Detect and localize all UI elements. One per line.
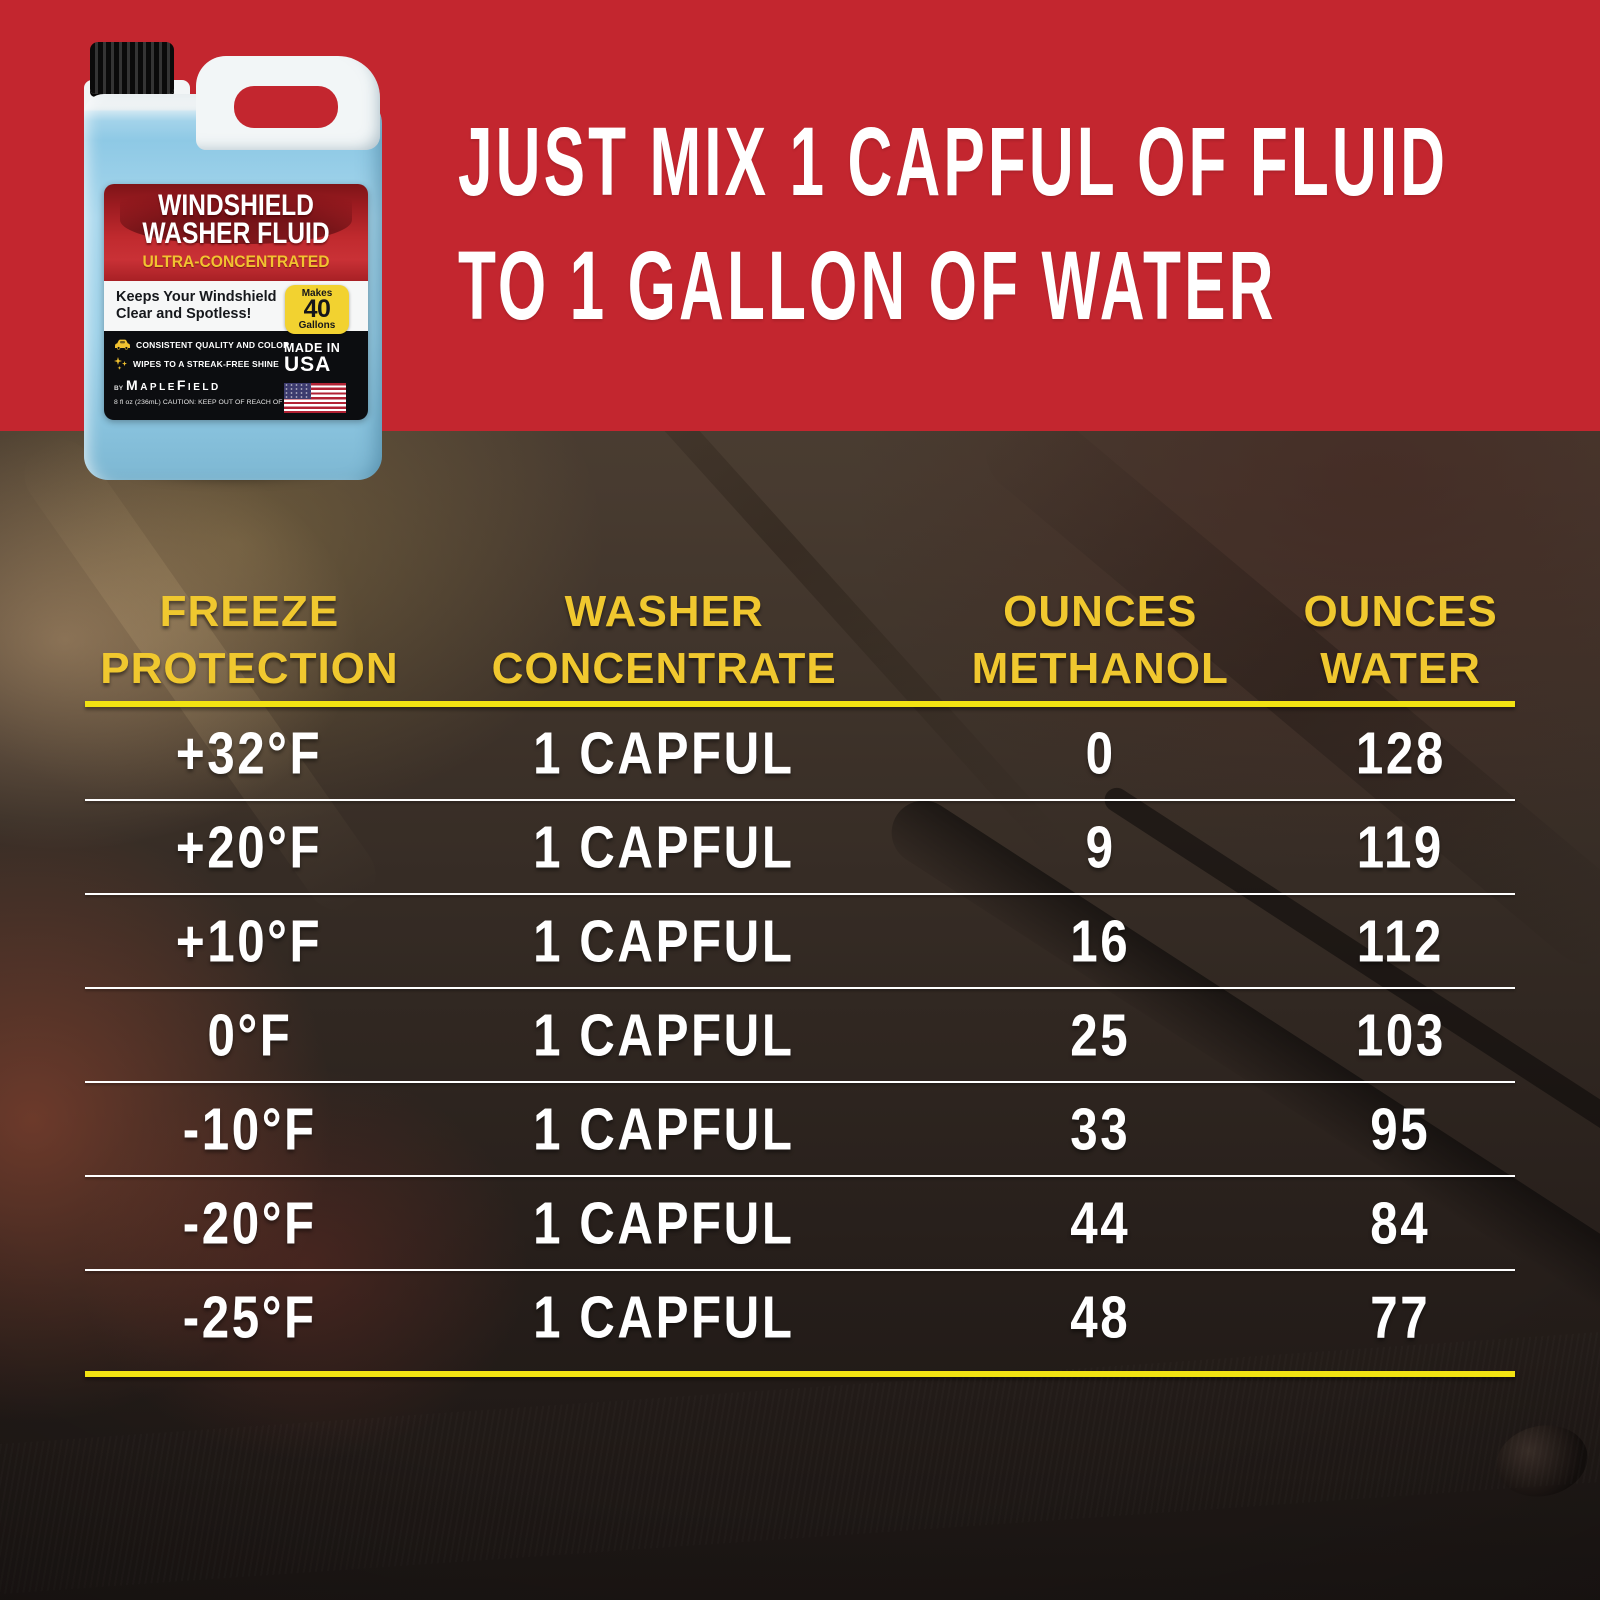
bottle-cap xyxy=(90,42,174,94)
col-header-ounces-methanol: OUNCES METHANOL xyxy=(914,583,1286,701)
header-line: OUNCES xyxy=(1003,587,1198,636)
mixing-ratio-table: FREEZE PROTECTION WASHER CONCENTRATE OUN… xyxy=(85,575,1515,1377)
col-header-washer-concentrate: WASHER CONCENTRATE xyxy=(414,583,915,701)
table-row: 0°F 1 CAPFUL 25 103 xyxy=(85,989,1515,1081)
badge-top-text: Makes xyxy=(301,288,333,299)
makes-40-gallons-badge: Makes 40 Gallons xyxy=(285,285,349,334)
brand-name: MapleField xyxy=(126,377,221,393)
table-bottom-rule-yellow xyxy=(85,1371,1515,1377)
water-oz-value: 103 xyxy=(1355,1001,1446,1069)
row-divider xyxy=(85,799,1515,801)
table-row: -20°F 1 CAPFUL 44 84 xyxy=(85,1177,1515,1269)
usa-flag-icon xyxy=(284,383,346,413)
car-icon xyxy=(115,339,130,350)
concentrate-value: 1 CAPFUL xyxy=(533,1095,795,1163)
table-row: +10°F 1 CAPFUL 16 112 xyxy=(85,895,1515,987)
row-divider xyxy=(85,1175,1515,1177)
concentrate-value: 1 CAPFUL xyxy=(533,1283,795,1351)
header-line: CONCENTRATE xyxy=(491,644,837,693)
label-red-section: WINDSHIELD WASHER FLUID ULTRA-CONCENTRAT… xyxy=(104,184,368,281)
feature-row-shine: WIPES TO A STREAK-FREE SHINE xyxy=(114,357,279,370)
water-oz-value: 95 xyxy=(1370,1095,1431,1163)
freeze-temp-value: -10°F xyxy=(182,1095,317,1163)
water-oz-value: 77 xyxy=(1370,1283,1431,1351)
label-black-section: CONSISTENT QUALITY AND COLOR WIPES TO A … xyxy=(104,331,368,420)
fine-print: 8 fl oz (236mL) CAUTION: KEEP OUT OF REA… xyxy=(114,399,321,406)
header-line: FREEZE xyxy=(159,587,340,636)
row-divider xyxy=(85,893,1515,895)
methanol-oz-value: 0 xyxy=(1085,719,1116,787)
methanol-oz-value: 33 xyxy=(1070,1095,1131,1163)
headline-line1: JUST MIX 1 CAPFUL OF FLUID xyxy=(458,107,1449,216)
sparkle-icon xyxy=(114,357,127,370)
col-header-ounces-water: OUNCES WATER xyxy=(1286,583,1515,701)
label-title-line2: WASHER FLUID xyxy=(142,217,330,250)
tagline-line1: Keeps Your Windshield xyxy=(116,289,277,305)
concentrate-value: 1 CAPFUL xyxy=(533,907,795,975)
bottle-handle-hole xyxy=(234,86,338,128)
feature-label-quality: CONSISTENT QUALITY AND COLOR xyxy=(136,339,290,350)
row-divider xyxy=(85,987,1515,989)
freeze-temp-value: +20°F xyxy=(176,813,323,881)
table-row: +20°F 1 CAPFUL 9 119 xyxy=(85,801,1515,893)
feature-row-quality: CONSISTENT QUALITY AND COLOR xyxy=(114,339,289,350)
label-title-line1: WINDSHIELD xyxy=(158,189,314,222)
methanol-oz-value: 48 xyxy=(1070,1283,1131,1351)
water-oz-value: 119 xyxy=(1356,813,1445,881)
table-row: -10°F 1 CAPFUL 33 95 xyxy=(85,1083,1515,1175)
header-line: WASHER xyxy=(564,587,764,636)
methanol-oz-value: 25 xyxy=(1070,1001,1131,1069)
freeze-temp-value: +10°F xyxy=(176,907,323,975)
brand-lockup: BY MapleField xyxy=(114,377,221,395)
badge-bottom-text: Gallons xyxy=(298,320,336,331)
row-divider xyxy=(85,1269,1515,1271)
header-line: METHANOL xyxy=(971,644,1229,693)
flag-canton xyxy=(284,383,311,399)
freeze-temp-value: +32°F xyxy=(176,719,323,787)
concentrate-value: 1 CAPFUL xyxy=(533,1189,795,1257)
freeze-temp-value: 0°F xyxy=(206,1001,292,1069)
methanol-oz-value: 16 xyxy=(1070,907,1131,975)
made-in-line2: USA xyxy=(284,353,332,376)
water-oz-value: 128 xyxy=(1355,719,1446,787)
label-tagline: Keeps Your Windshield Clear and Spotless… xyxy=(116,289,296,322)
concentrate-value: 1 CAPFUL xyxy=(533,719,795,787)
concentrate-value: 1 CAPFUL xyxy=(533,1001,795,1069)
freeze-temp-value: -20°F xyxy=(182,1189,317,1257)
water-oz-value: 84 xyxy=(1370,1189,1431,1257)
headline-line2: TO 1 GALLON OF WATER xyxy=(458,231,1277,340)
table-row: +32°F 1 CAPFUL 0 128 xyxy=(85,707,1515,799)
made-in-line1: MADE IN xyxy=(284,341,341,355)
concentrate-value: 1 CAPFUL xyxy=(533,813,795,881)
water-oz-value: 112 xyxy=(1356,907,1445,975)
header-line: OUNCES xyxy=(1303,587,1498,636)
row-divider xyxy=(85,1081,1515,1083)
table-row: -25°F 1 CAPFUL 48 77 xyxy=(85,1271,1515,1363)
col-header-freeze-protection: FREEZE PROTECTION xyxy=(85,583,414,701)
methanol-oz-value: 9 xyxy=(1085,813,1116,881)
header-line: WATER xyxy=(1320,644,1481,693)
brand-prefix: BY xyxy=(114,385,124,392)
bottle-label: WINDSHIELD WASHER FLUID ULTRA-CONCENTRAT… xyxy=(104,184,368,420)
header-line: PROTECTION xyxy=(100,644,399,693)
feature-label-shine: WIPES TO A STREAK-FREE SHINE xyxy=(133,358,280,369)
car-windshield-art xyxy=(120,190,352,244)
header-divider-yellow xyxy=(85,701,1515,707)
table-header-row: FREEZE PROTECTION WASHER CONCENTRATE OUN… xyxy=(85,575,1515,701)
label-subtitle: ULTRA-CONCENTRATED xyxy=(142,252,330,271)
made-in-usa: MADE IN USA xyxy=(284,341,360,375)
methanol-oz-value: 44 xyxy=(1070,1189,1131,1257)
tagline-line2: Clear and Spotless! xyxy=(116,306,252,322)
badge-number: 40 xyxy=(303,295,331,323)
freeze-temp-value: -25°F xyxy=(182,1283,317,1351)
headline: JUST MIX 1 CAPFUL OF FLUID TO 1 GALLON O… xyxy=(458,100,1600,348)
